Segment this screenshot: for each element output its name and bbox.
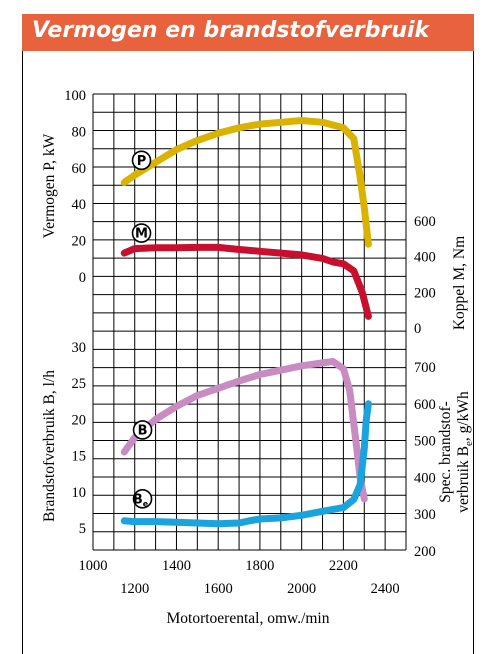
svg-text:B: B: [138, 423, 148, 438]
series-marker-label: B: [133, 492, 143, 507]
power-axis-tick-label: 40: [72, 197, 87, 213]
svg-text:Be: Be: [133, 492, 149, 508]
fuel-axis-tick-label: 20: [72, 412, 87, 428]
specific-axis-tick-label: 300: [414, 507, 436, 523]
power-axis-tick-label: 80: [72, 124, 87, 140]
x-axis-tick-label: 1600: [204, 581, 233, 597]
series-line-p: [120, 117, 372, 248]
grid: [92, 93, 407, 551]
series-marker-subscript: e: [143, 499, 149, 508]
svg-text:P: P: [137, 154, 147, 169]
specific-axis-label-line2: verbruik Be, g/kWh: [455, 391, 475, 513]
x-axis-tick-label: 2200: [329, 558, 358, 574]
fuel-axis-tick-label: 10: [72, 485, 87, 501]
specific-axis-label-subscript: e: [463, 441, 475, 446]
x-axis-tick-label: 2400: [371, 581, 400, 597]
x-axis-tick-label: 1000: [79, 558, 108, 574]
fuel-axis-tick-label: 15: [72, 449, 87, 465]
power-axis-label: Vermogen P, kW: [41, 133, 58, 238]
chart-frame: [22, 14, 474, 654]
torque-axis-tick-label: 200: [414, 285, 436, 301]
series-marker-p: P: [131, 150, 152, 171]
fuel-axis-tick-label: 25: [72, 376, 87, 392]
torque-axis-tick-label: 600: [414, 214, 436, 230]
power-axis-tick-label: 20: [72, 234, 87, 250]
fuel-axis-tick-label: 5: [79, 521, 86, 537]
power-axis-tick-label: 60: [72, 161, 87, 177]
fuel-axis-tick-label: 30: [72, 340, 87, 356]
x-axis-tick-label: 1400: [162, 558, 191, 574]
chart-title: Vermogen en brandstofverbruik: [32, 18, 430, 43]
series-line-b: [120, 358, 368, 503]
series-marker-label: P: [137, 154, 147, 169]
x-axis-tick-label: 1800: [245, 558, 274, 574]
specific-axis-tick-label: 500: [414, 434, 436, 450]
specific-axis-tick-label: 200: [414, 544, 436, 560]
x-axis-tick-label: 1200: [120, 581, 149, 597]
series-marker-label: B: [138, 423, 148, 438]
x-axis-label: Motortoerental, omw./min: [166, 610, 329, 627]
specific-axis-tick-label: 400: [414, 470, 436, 486]
power-axis-tick-label: 100: [64, 88, 86, 104]
series-line-m: [120, 243, 372, 320]
specific-axis-tick-label: 600: [414, 397, 436, 413]
torque-axis-tick-label: 0: [414, 321, 421, 337]
torque-axis-tick-label: 400: [414, 250, 436, 266]
series-marker-b: B: [132, 420, 153, 440]
series-marker-be: Be: [132, 489, 153, 509]
specific-axis-label-suffix: , g/kWh: [455, 391, 472, 441]
torque-axis-label: Koppel M, Nm: [451, 236, 468, 330]
svg-text:M: M: [135, 227, 148, 242]
power-axis-tick-label: 0: [79, 270, 86, 286]
series-line-be: [120, 400, 372, 528]
x-axis-tick-label: 2000: [287, 581, 316, 597]
title-bar: Vermogen en brandstofverbruik: [22, 14, 474, 51]
specific-axis-label-main: verbruik B: [455, 446, 472, 513]
specific-axis-label-line1: Spec. brandstof-: [437, 401, 454, 503]
fuel-axis-label: Brandstofverbruik B, l/h: [41, 370, 58, 522]
specific-axis-tick-label: 700: [414, 360, 436, 376]
series-marker-label: M: [135, 227, 148, 242]
series-marker-m: M: [131, 223, 152, 243]
